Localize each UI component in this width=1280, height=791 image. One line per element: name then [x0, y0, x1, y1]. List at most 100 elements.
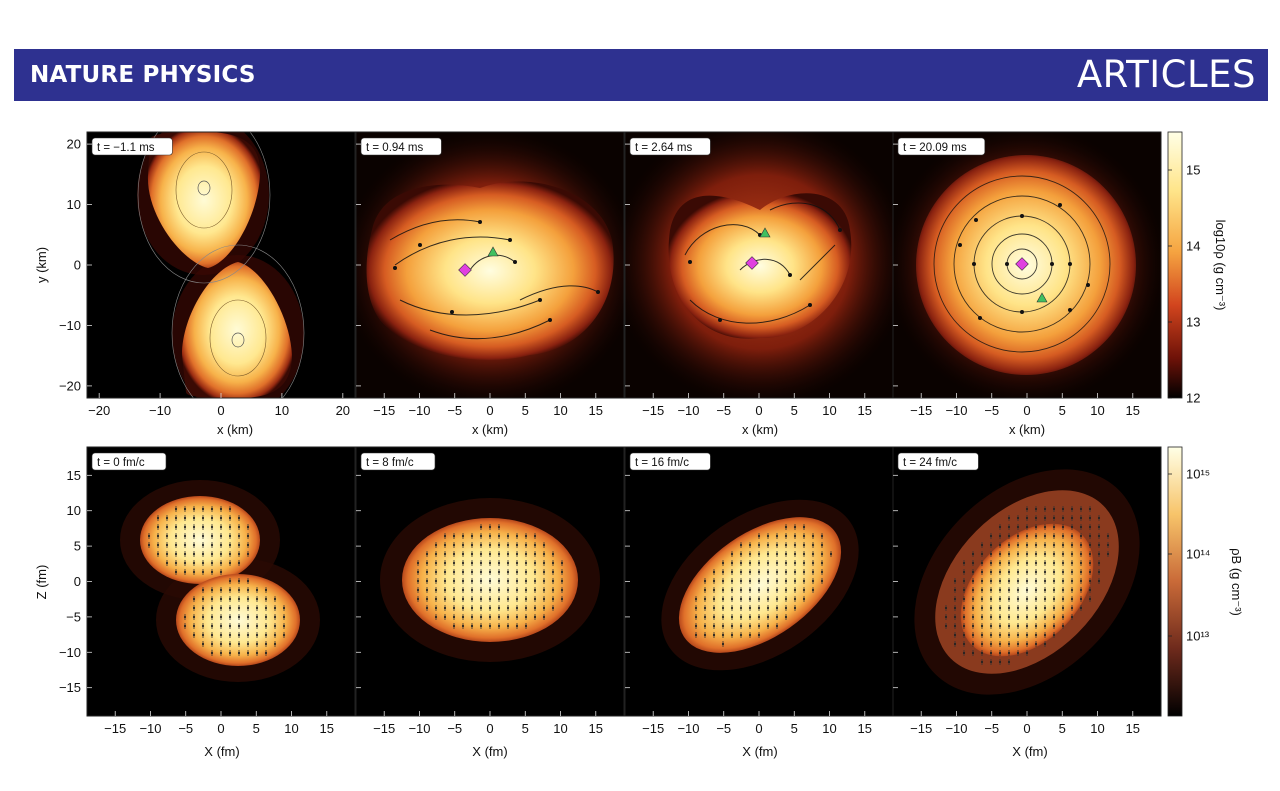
bottom-vector-dot-3 — [802, 534, 806, 538]
bottom-vector-dot-4 — [953, 606, 957, 610]
bottom-vector-dot-1 — [273, 633, 277, 637]
bottom-vector-dot-4 — [1061, 579, 1065, 583]
top-diamond-marker-4 — [1015, 257, 1029, 271]
bottom-vector-dot-2 — [533, 552, 537, 556]
bottom-vector-dot-4 — [989, 606, 993, 610]
bottom-vector-dot-4 — [998, 651, 1002, 655]
bottom-vector-dot-2 — [479, 606, 483, 610]
bottom-vector-dot-4 — [1034, 597, 1038, 601]
bottom-vector-dot-2 — [470, 579, 474, 583]
bottom-vector-dot-4 — [1016, 516, 1020, 520]
top-time-box-1 — [91, 137, 173, 156]
top-xtick-label-1-0: −20 — [88, 403, 110, 418]
bottom-vector-dot-3 — [784, 534, 788, 538]
bottom-vector-dot-4 — [971, 624, 975, 628]
bottom-vector-dot-4 — [1034, 588, 1038, 592]
bottom-vector-dot-4 — [1052, 516, 1056, 520]
bottom-vector-dot-1 — [237, 642, 241, 646]
top-cbar-tick-label-1: 14 — [1186, 239, 1200, 254]
bottom-vector-dot-1 — [246, 525, 250, 529]
bottom-vector-dot-1 — [183, 615, 187, 619]
bottom-vector-dot-2 — [479, 525, 483, 529]
bottom-vector-dot-2 — [461, 579, 465, 583]
bottom-vector-dot-2 — [551, 606, 555, 610]
bottom-vector-dot-4 — [998, 606, 1002, 610]
bottom-vector-dot-4 — [980, 660, 984, 664]
bottom-xlabel-4: X (fm) — [1012, 744, 1047, 759]
bottom-vector-dot-4 — [998, 525, 1002, 529]
bottom-vector-dot-1 — [174, 516, 178, 520]
bottom-xtick-label-3-0: −15 — [642, 721, 664, 736]
bottom-vector-dot-4 — [971, 570, 975, 574]
bottom-vector-dot-4 — [962, 588, 966, 592]
bottom-vector-dot-4 — [1097, 543, 1101, 547]
bottom-vector-dot-4 — [1052, 570, 1056, 574]
bottom-vector-dot-4 — [1043, 525, 1047, 529]
bottom-vector-dot-4 — [1097, 552, 1101, 556]
bottom-vector-dot-3 — [703, 588, 707, 592]
bottom-vector-dot-1 — [237, 561, 241, 565]
bottom-vector-dot-1 — [228, 507, 232, 511]
bottom-vector-dot-1 — [156, 525, 160, 529]
top-time-label-1: t = −1.1 ms — [97, 142, 155, 154]
bottom-vector-dot-2 — [542, 561, 546, 565]
bottom-vector-dot-4 — [1007, 579, 1011, 583]
bottom-vector-dot-4 — [1070, 534, 1074, 538]
bottom-vector-dot-3 — [694, 606, 698, 610]
bottom-vector-dot-2 — [470, 597, 474, 601]
bottom-xtick-label-1-3: 0 — [217, 721, 224, 736]
bottom-vector-dot-4 — [980, 543, 984, 547]
bottom-vector-dot-4 — [1088, 543, 1092, 547]
bottom-vector-dot-4 — [1034, 633, 1038, 637]
bottom-vector-dot-2 — [470, 570, 474, 574]
bottom-vector-dot-1 — [264, 597, 268, 601]
bottom-vector-dot-3 — [730, 570, 734, 574]
bottom-vector-dot-2 — [533, 534, 537, 538]
bottom-vector-dot-4 — [989, 660, 993, 664]
bottom-vector-dot-4 — [1007, 660, 1011, 664]
bottom-vector-dot-4 — [1061, 525, 1065, 529]
bottom-vector-dot-3 — [766, 606, 770, 610]
top-time-label-2: t = 0.94 ms — [366, 142, 423, 154]
bottom-vector-dot-1 — [237, 552, 241, 556]
bottom-vector-dot-4 — [1052, 552, 1056, 556]
bottom-xtick-label-2-3: 0 — [486, 721, 493, 736]
bottom-vector-dot-4 — [953, 588, 957, 592]
top-xtick-label-1-3: 10 — [275, 403, 289, 418]
bottom-ytick-label-6: −15 — [59, 680, 81, 695]
bottom-vector-dot-2 — [497, 570, 501, 574]
bottom-vector-dot-2 — [461, 606, 465, 610]
bottom-vector-dot-3 — [775, 570, 779, 574]
bottom-vector-dot-2 — [479, 624, 483, 628]
top-diamond-marker-2 — [458, 263, 472, 277]
bottom-vector-dot-1 — [165, 561, 169, 565]
bottom-vector-dot-2 — [524, 543, 528, 547]
bottom-vector-dot-2 — [560, 570, 564, 574]
bottom-vector-dot-3 — [721, 579, 725, 583]
journal-name: NATURE PHYSICS — [30, 62, 256, 88]
bottom-vector-dot-2 — [470, 543, 474, 547]
bottom-xtick-label-3-4: 5 — [791, 721, 798, 736]
bottom-vector-dot-3 — [802, 579, 806, 583]
bottom-vector-dot-4 — [1016, 588, 1020, 592]
bottom-time-label-3: t = 16 fm/c — [635, 457, 689, 469]
bottom-vector-dot-4 — [1052, 588, 1056, 592]
bottom-vector-dot-4 — [1079, 552, 1083, 556]
bottom-vector-dot-1 — [210, 633, 214, 637]
bottom-vector-dot-1 — [183, 543, 187, 547]
top-panel-1 — [87, 132, 355, 398]
bottom-vector-dot-3 — [748, 561, 752, 565]
bottom-vector-dot-3 — [811, 570, 815, 574]
bottom-vector-dot-4 — [1034, 570, 1038, 574]
bottom-vector-dot-4 — [1088, 588, 1092, 592]
bottom-vector-dot-3 — [739, 579, 743, 583]
bottom-vector-dot-2 — [470, 561, 474, 565]
bottom-vector-dot-2 — [488, 525, 492, 529]
bottom-vector-dot-2 — [533, 561, 537, 565]
bottom-vector-dot-3 — [784, 561, 788, 565]
bottom-xtick-label-1-6: 15 — [320, 721, 334, 736]
bottom-vector-dot-2 — [533, 588, 537, 592]
bottom-vector-dot-4 — [1025, 633, 1029, 637]
bottom-vector-dot-2 — [542, 606, 546, 610]
bottom-vector-dot-1 — [246, 642, 250, 646]
